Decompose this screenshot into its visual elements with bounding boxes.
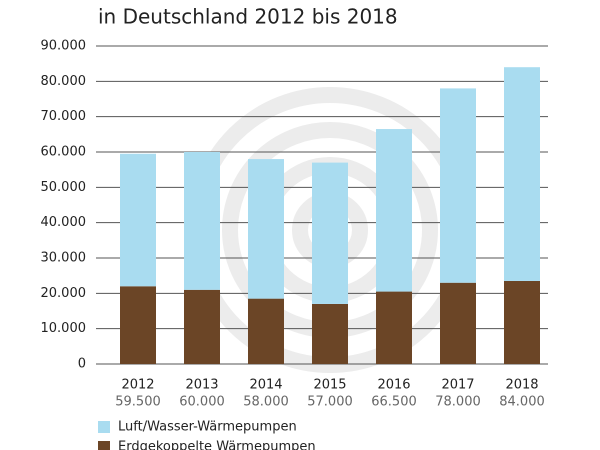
y-tick-label: 80.000 — [41, 74, 87, 89]
y-tick-label: 0 — [78, 357, 86, 372]
bar-segment — [376, 291, 412, 364]
bar-segment — [312, 303, 348, 364]
bar-segment — [440, 88, 476, 283]
total-label: 66.500 — [371, 395, 417, 410]
x-tick-label: 2012 — [121, 378, 154, 393]
bar-segment — [120, 286, 156, 364]
legend-label: Luft/Wasser-Wärmepumpen — [118, 420, 297, 435]
y-tick-label: 50.000 — [41, 180, 87, 195]
x-tick-label: 2018 — [505, 378, 538, 393]
total-label: 59.500 — [115, 395, 161, 410]
x-tick-label: 2017 — [441, 378, 474, 393]
bar-segment — [504, 280, 540, 364]
y-tick-label: 20.000 — [41, 286, 87, 301]
bar-segment — [184, 152, 220, 290]
bar-segment — [248, 159, 284, 299]
y-tick-label: 10.000 — [41, 321, 87, 336]
total-label: 78.000 — [435, 395, 481, 410]
bar-segment — [504, 67, 540, 281]
x-tick-label: 2016 — [377, 378, 410, 393]
total-label: 60.000 — [179, 395, 225, 410]
y-tick-label: 30.000 — [41, 251, 87, 266]
y-tick-label: 60.000 — [41, 145, 87, 160]
y-tick-label: 70.000 — [41, 109, 87, 124]
bar-segment — [120, 153, 156, 287]
total-label: 84.000 — [499, 395, 545, 410]
x-tick-label: 2014 — [249, 378, 282, 393]
bar-segment — [312, 162, 348, 304]
chart-title: in Deutschland 2012 bis 2018 — [98, 5, 398, 29]
bar-segment — [440, 282, 476, 364]
legend-swatch — [98, 421, 110, 433]
x-tick-label: 2013 — [185, 378, 218, 393]
legend-swatch — [98, 441, 110, 450]
x-tick-label: 2015 — [313, 378, 346, 393]
total-label: 57.000 — [307, 395, 353, 410]
y-tick-label: 90.000 — [41, 39, 87, 54]
bar-segment — [184, 289, 220, 364]
bar-segment — [376, 129, 412, 292]
y-tick-label: 40.000 — [41, 215, 87, 230]
total-label: 58.000 — [243, 395, 289, 410]
legend-label: Erdgekoppelte Wärmepumpen — [118, 440, 316, 450]
bar-segment — [248, 298, 284, 364]
